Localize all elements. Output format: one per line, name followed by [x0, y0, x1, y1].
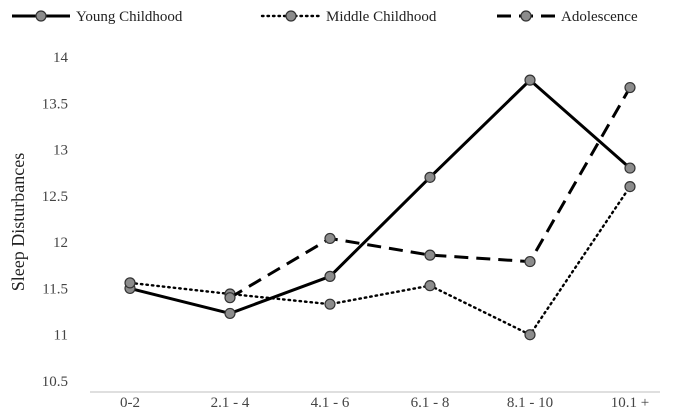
- x-tick-label: 2.1 - 4: [211, 395, 250, 411]
- legend-label-adolescence: Adolescence: [561, 9, 638, 25]
- x-tick-label: 6.1 - 8: [411, 395, 450, 411]
- y-tick-label: 12: [53, 235, 68, 251]
- y-tick-label: 12.5: [42, 189, 68, 205]
- chart-legend: Young Childhood Middle Childhood Adolescen…: [12, 9, 638, 25]
- y-tick-label: 14: [53, 50, 69, 66]
- legend-marker-middle-childhood: [285, 10, 297, 22]
- data-point-middle-childhood: [324, 298, 336, 310]
- legend-item-young-childhood: Young Childhood: [12, 9, 183, 25]
- data-point-young-childhood: [524, 74, 536, 86]
- series-line-adolescence: [229, 86, 632, 299]
- y-axis: 10.5 11 11.5 12 12.5 13 13.5 14: [42, 50, 69, 390]
- legend-marker-adolescence: [520, 10, 532, 22]
- y-tick-label: 11.5: [42, 281, 68, 297]
- y-tick-label: 11: [54, 328, 68, 344]
- data-point-young-childhood: [324, 270, 336, 282]
- y-tick-label: 10.5: [42, 374, 68, 390]
- data-point-young-childhood: [624, 162, 636, 174]
- x-tick-label: 4.1 - 6: [311, 395, 350, 411]
- series-middle-childhood: [124, 181, 636, 341]
- series-adolescence: [224, 81, 636, 304]
- data-point-young-childhood: [424, 171, 436, 183]
- data-point-adolescence: [424, 249, 436, 261]
- series-layer: [124, 74, 636, 341]
- y-tick-label: 13: [53, 143, 68, 159]
- series-line-middle-childhood: [128, 185, 632, 337]
- x-tick-label: 10.1 +: [611, 395, 649, 411]
- legend-item-middle-childhood: Middle Childhood: [260, 9, 437, 25]
- data-point-adolescence: [624, 81, 636, 94]
- data-point-young-childhood: [224, 307, 236, 320]
- data-point-adolescence: [224, 292, 236, 304]
- data-point-adolescence: [524, 255, 536, 268]
- legend-label-young-childhood: Young Childhood: [76, 9, 183, 25]
- series-line-young-childhood: [129, 78, 631, 315]
- legend-item-adolescence: Adolescence: [497, 9, 638, 25]
- series-young-childhood: [124, 74, 636, 320]
- x-tick-label: 0-2: [120, 395, 140, 411]
- y-tick-label: 13.5: [42, 96, 68, 112]
- data-point-middle-childhood: [424, 280, 436, 292]
- data-point-middle-childhood: [524, 329, 536, 341]
- y-axis-title: Sleep Disturbances: [8, 153, 28, 291]
- data-point-middle-childhood: [624, 181, 636, 193]
- x-axis: 0-2 2.1 - 4 4.1 - 6 6.1 - 8 8.1 - 10 10.1 +: [120, 395, 649, 411]
- legend-label-middle-childhood: Middle Childhood: [326, 9, 437, 25]
- x-tick-label: 8.1 - 10: [507, 395, 553, 411]
- legend-marker-young-childhood: [35, 10, 47, 22]
- data-point-adolescence: [324, 232, 336, 245]
- data-point-middle-childhood: [124, 277, 136, 289]
